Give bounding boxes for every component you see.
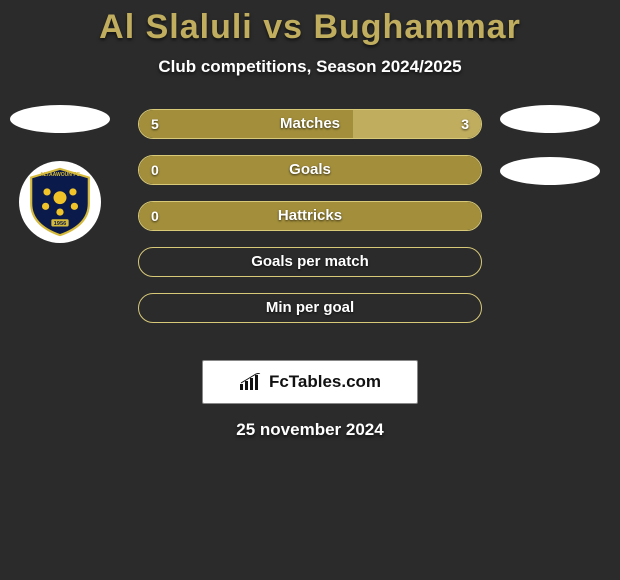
stat-label: Hattricks — [139, 202, 481, 230]
stat-rows: Matches53Goals0Hattricks0Goals per match… — [138, 93, 482, 323]
stat-row: Goals per match — [138, 247, 482, 277]
stat-label: Min per goal — [139, 294, 481, 322]
player-flag-left — [10, 105, 110, 133]
fctables-label: FcTables.com — [269, 372, 381, 392]
stat-row: Matches5 3 — [138, 109, 482, 139]
stat-value-left: 0 — [151, 156, 159, 184]
stat-label: Goals — [139, 156, 481, 184]
page-title: Al Slaluli vs Bughammar — [0, 0, 620, 47]
svg-text:ALTAAWOUN FC: ALTAAWOUN FC — [40, 172, 80, 178]
stat-value-left: 5 — [151, 110, 159, 138]
stat-row: Min per goal — [138, 293, 482, 323]
stat-label: Goals per match — [139, 248, 481, 276]
shield-icon: ALTAAWOUN FC 1956 — [24, 166, 96, 238]
page-subtitle: Club competitions, Season 2024/2025 — [0, 57, 620, 77]
fctables-badge[interactable]: FcTables.com — [202, 360, 418, 404]
bar-chart-icon — [239, 373, 263, 391]
stat-row: Hattricks0 — [138, 201, 482, 231]
comparison-infographic: Al Slaluli vs Bughammar Club competition… — [0, 0, 620, 580]
date-label: 25 november 2024 — [0, 420, 620, 440]
player-flag-right — [500, 105, 600, 133]
stat-label: Matches — [139, 110, 481, 138]
club-crest-left: ALTAAWOUN FC 1956 — [19, 161, 101, 243]
stat-row: Goals0 — [138, 155, 482, 185]
player-flag-right-2 — [500, 157, 600, 185]
stat-value-left: 0 — [151, 202, 159, 230]
svg-text:1956: 1956 — [54, 221, 67, 227]
stat-value-right: 3 — [461, 110, 469, 138]
